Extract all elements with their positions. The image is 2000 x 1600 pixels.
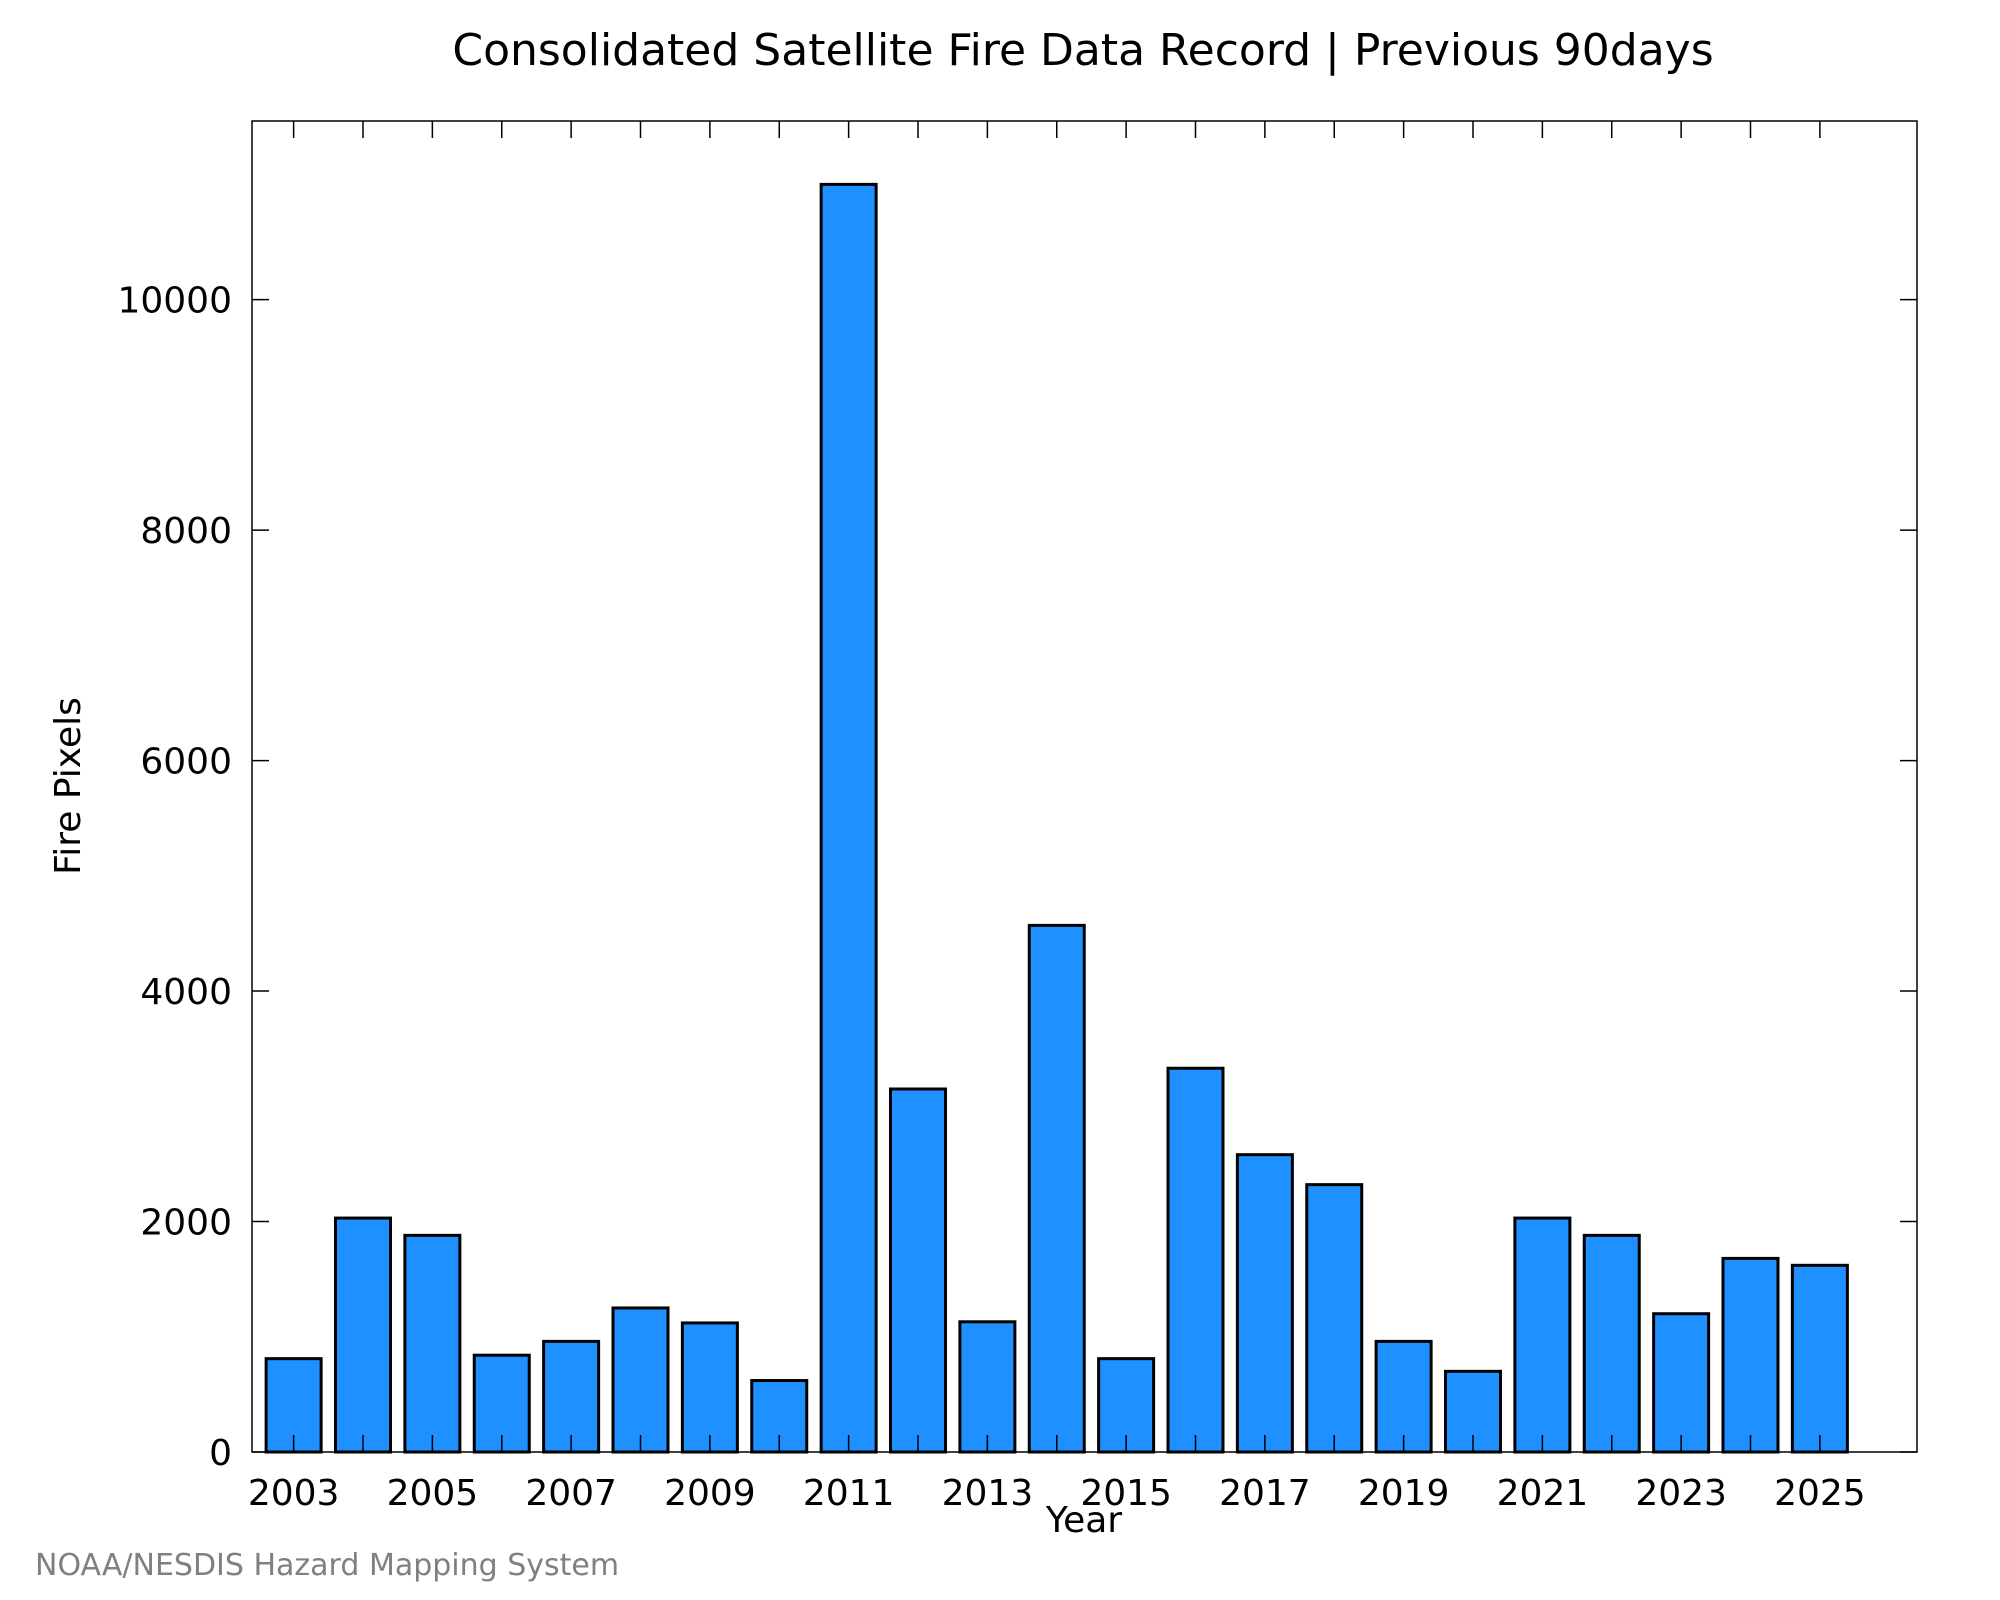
y-tick-label: 4000 [140,972,232,1013]
credit-text: NOAA/NESDIS Hazard Mapping System [35,1548,619,1583]
x-tick-label: 2019 [1358,1473,1450,1514]
x-tick-label: 2021 [1497,1473,1589,1514]
bar-2009 [680,1321,739,1454]
bar-2019 [1374,1339,1433,1454]
y-tick-label: 8000 [140,511,232,552]
bar-2023 [1652,1312,1711,1454]
x-tick-label: 2011 [803,1473,895,1514]
y-tick-label: 6000 [140,742,232,783]
x-tick-label: 2017 [1219,1473,1311,1514]
x-tick-label: 2003 [248,1473,340,1514]
bar-2024 [1721,1256,1780,1454]
x-tick-label: 2015 [1080,1473,1172,1514]
bar-2011 [819,182,878,1454]
bar-2017 [1235,1153,1294,1454]
x-tick-label: 2013 [942,1473,1034,1514]
y-axis-label: Fire Pixels [48,697,89,875]
bar-2013 [958,1320,1017,1454]
bar-2022 [1582,1233,1641,1454]
bar-2004 [334,1216,392,1454]
y-ticks-layer: 0 2000 4000 6000 8000 10000 [117,281,1917,1474]
y-tick-label: 2000 [140,1203,232,1244]
x-tick-label: 2009 [664,1473,756,1514]
chart-title: Consolidated Satellite Fire Data Record … [452,25,1713,76]
bars-layer [264,182,1849,1454]
x-tick-label: 2023 [1635,1473,1727,1514]
x-tick-label: 2005 [387,1473,479,1514]
bar-2016 [1166,1066,1225,1454]
bar-2025 [1790,1263,1849,1454]
bar-2008 [611,1306,670,1454]
x-tick-label: 2025 [1774,1473,1866,1514]
y-tick-label: 0 [209,1433,232,1474]
y-tick-label: 10000 [117,281,232,322]
bar-2014 [1027,923,1086,1454]
x-tick-label: 2007 [525,1473,617,1514]
x-axis-label: Year [1045,1500,1122,1541]
bar-2005 [403,1233,462,1454]
bar-2018 [1305,1183,1364,1454]
plot-area-frame [251,120,1918,1453]
x-ticks-layer: 2003 2005 2007 2009 2011 2013 2015 2017 2019 2021… [248,121,1866,1514]
bar-2012 [889,1087,947,1454]
bar-2021 [1513,1216,1572,1454]
